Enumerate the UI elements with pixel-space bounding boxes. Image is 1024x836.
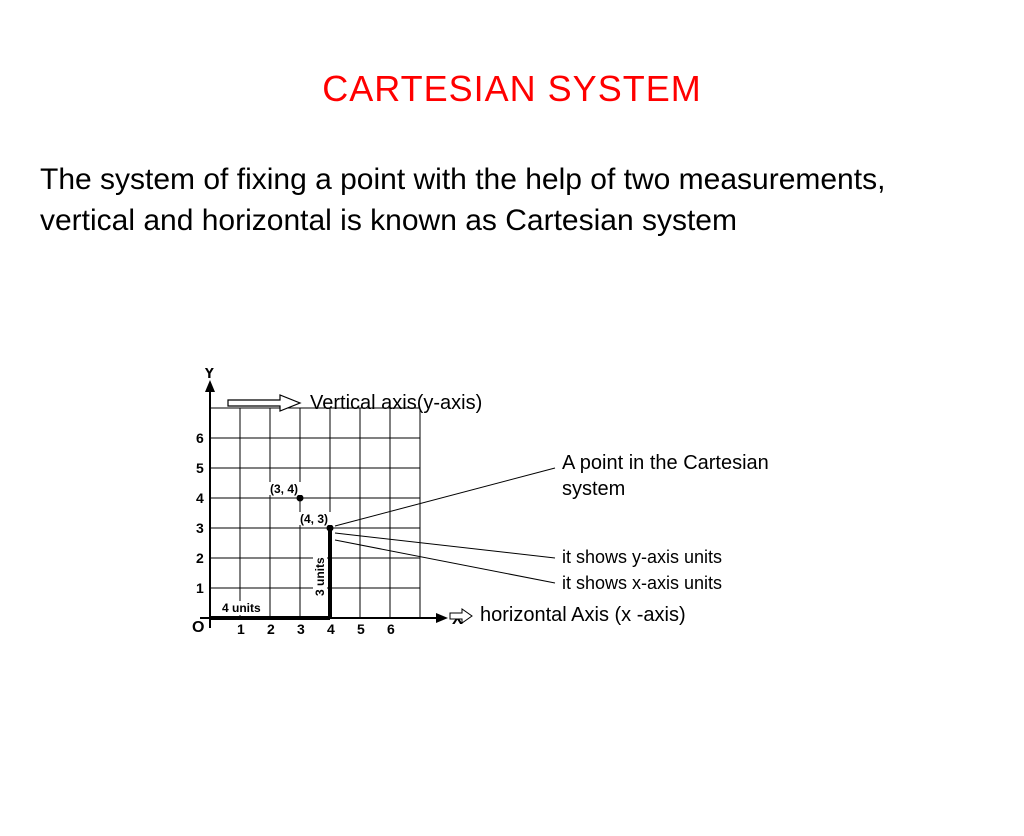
cartesian-diagram: O X Y 123456 123456 (3, 4)(4, 3) 4 units… bbox=[150, 368, 890, 688]
svg-text:4: 4 bbox=[327, 621, 335, 637]
y-axis-label: Y bbox=[204, 368, 215, 382]
arrow-right-icon bbox=[228, 395, 300, 411]
svg-text:6: 6 bbox=[387, 621, 395, 637]
svg-text:4: 4 bbox=[196, 490, 204, 506]
svg-text:3: 3 bbox=[297, 621, 305, 637]
svg-text:5: 5 bbox=[196, 460, 204, 476]
page-title: CARTESIAN SYSTEM bbox=[0, 68, 1024, 110]
svg-text:5: 5 bbox=[357, 621, 365, 637]
svg-text:3: 3 bbox=[196, 520, 204, 536]
svg-text:1: 1 bbox=[196, 580, 204, 596]
x-units-label: 4 units bbox=[222, 601, 261, 615]
point-annotation-line1: A point in the Cartesian bbox=[562, 452, 769, 474]
y-units-annotation: it shows y-axis units bbox=[562, 546, 722, 569]
vertical-axis-annotation: Vertical axis(y-axis) bbox=[310, 390, 482, 416]
svg-text:6: 6 bbox=[196, 430, 204, 446]
svg-text:2: 2 bbox=[196, 550, 204, 566]
svg-text:(4, 3): (4, 3) bbox=[300, 512, 328, 526]
svg-text:(3, 4): (3, 4) bbox=[270, 482, 298, 496]
svg-text:1: 1 bbox=[237, 621, 245, 637]
description-text: The system of fixing a point with the he… bbox=[40, 160, 984, 241]
svg-text:2: 2 bbox=[267, 621, 275, 637]
origin-label: O bbox=[192, 619, 204, 636]
y-units-label: 3 units bbox=[313, 557, 327, 596]
x-units-annotation: it shows x-axis units bbox=[562, 572, 722, 595]
horizontal-axis-annotation: horizontal Axis (x -axis) bbox=[480, 602, 686, 628]
point-annotation: A point in the Cartesian system bbox=[562, 450, 769, 502]
point-annotation-line2: system bbox=[562, 478, 625, 500]
diagram-container: O X Y 123456 123456 (3, 4)(4, 3) 4 units… bbox=[150, 368, 890, 688]
